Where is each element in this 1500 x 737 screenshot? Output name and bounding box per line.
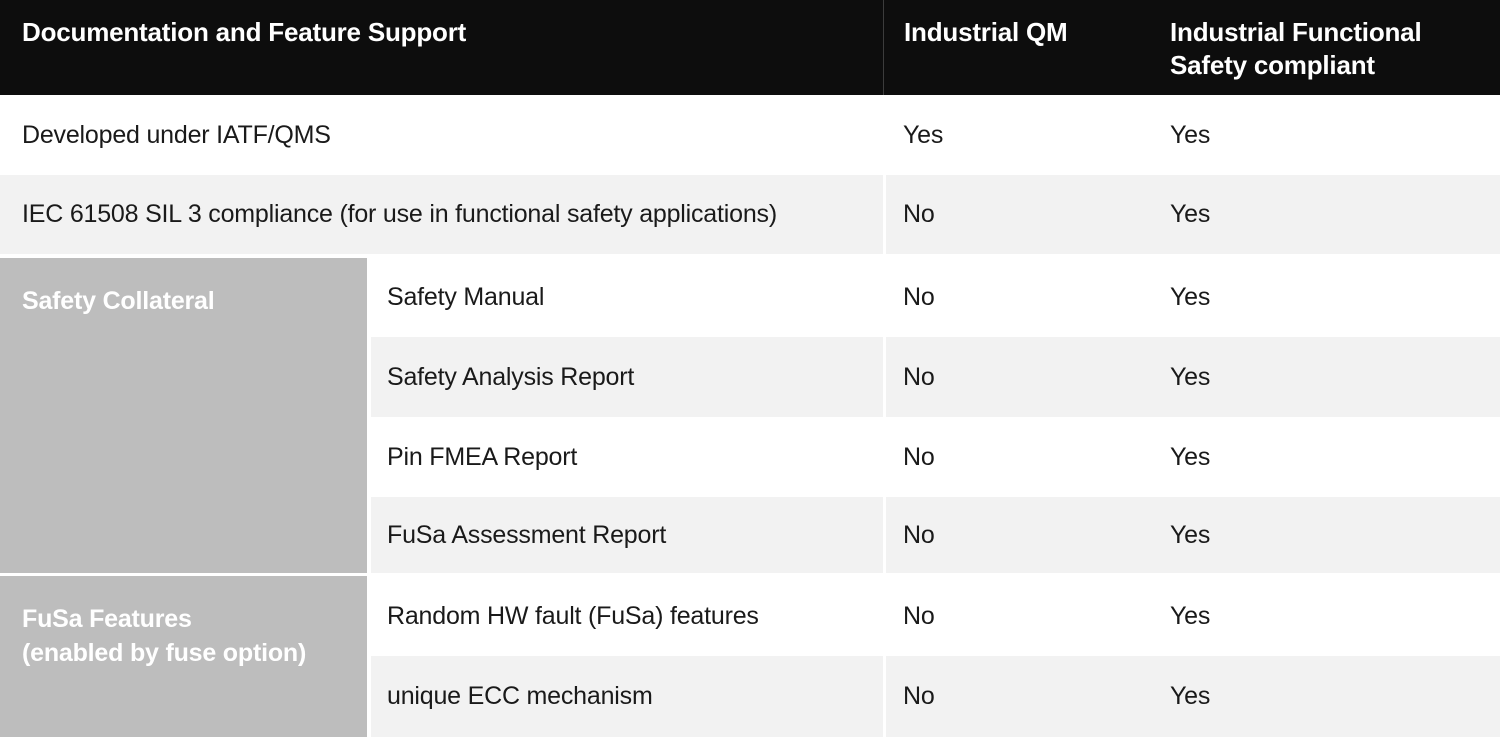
functional-safety-value: Yes [1170, 283, 1211, 311]
group-label-safety-collateral: Safety Collateral [0, 258, 371, 573]
industrial-qm-value: No [883, 497, 1150, 573]
group-safety-collateral: Safety Collateral Safety Manual No Yes S… [0, 258, 1500, 573]
table-row: IEC 61508 SIL 3 compliance (for use in f… [0, 175, 1500, 254]
industrial-qm-value: No [883, 576, 1150, 656]
group-label-line: Safety Collateral [22, 287, 215, 315]
functional-safety-value: Yes [1170, 682, 1211, 710]
header-industrial-functional-safety-col: Industrial Functional Safety compliant [1170, 17, 1422, 80]
feature-cell: unique ECC mechanism [387, 682, 653, 710]
functional-safety-value: Yes [1170, 120, 1211, 149]
table-row: Random HW fault (FuSa) features No Yes [371, 576, 1500, 656]
header-feature-col: Documentation and Feature Support [22, 17, 467, 47]
feature-cell: Safety Manual [387, 283, 545, 311]
group-separator [0, 254, 1500, 258]
industrial-qm-value: No [883, 337, 1150, 417]
table-row: unique ECC mechanism No Yes [371, 656, 1500, 737]
table-header: Documentation and Feature Support Indust… [0, 0, 1500, 95]
functional-safety-value: Yes [1170, 520, 1211, 549]
group-fusa-features: FuSa Features (enabled by fuse option) R… [0, 576, 1500, 737]
industrial-qm-value: No [883, 175, 1150, 254]
table-row: Safety Analysis Report No Yes [371, 337, 1500, 417]
industrial-qm-value: Yes [883, 95, 1150, 175]
feature-cell: Safety Analysis Report [387, 362, 635, 391]
group-label-line: (enabled by fuse option) [22, 639, 307, 667]
feature-cell: Pin FMEA Report [387, 442, 578, 471]
industrial-qm-value: No [883, 417, 1150, 497]
feature-cell: Developed under IATF/QMS [22, 120, 331, 149]
functional-safety-value: Yes [1170, 601, 1211, 630]
functional-safety-value: Yes [1170, 362, 1211, 391]
group-label-fusa-features: FuSa Features (enabled by fuse option) [0, 576, 371, 737]
header-industrial-qm-col: Industrial QM [883, 0, 1150, 95]
group-separator [0, 573, 1500, 576]
industrial-qm-value: No [883, 258, 1150, 337]
table-row: Pin FMEA Report No Yes [371, 417, 1500, 497]
feature-cell: IEC 61508 SIL 3 compliance (for use in f… [22, 200, 777, 228]
table-row: Safety Manual No Yes [371, 258, 1500, 337]
industrial-qm-value: No [883, 656, 1150, 737]
group-label-line: FuSa Features [22, 605, 192, 633]
functional-safety-value: Yes [1170, 200, 1211, 228]
feature-cell: Random HW fault (FuSa) features [387, 601, 759, 630]
table-row: FuSa Assessment Report No Yes [371, 497, 1500, 573]
table-row: Developed under IATF/QMS Yes Yes [0, 95, 1500, 175]
functional-safety-value: Yes [1170, 442, 1211, 471]
feature-cell: FuSa Assessment Report [387, 520, 667, 549]
